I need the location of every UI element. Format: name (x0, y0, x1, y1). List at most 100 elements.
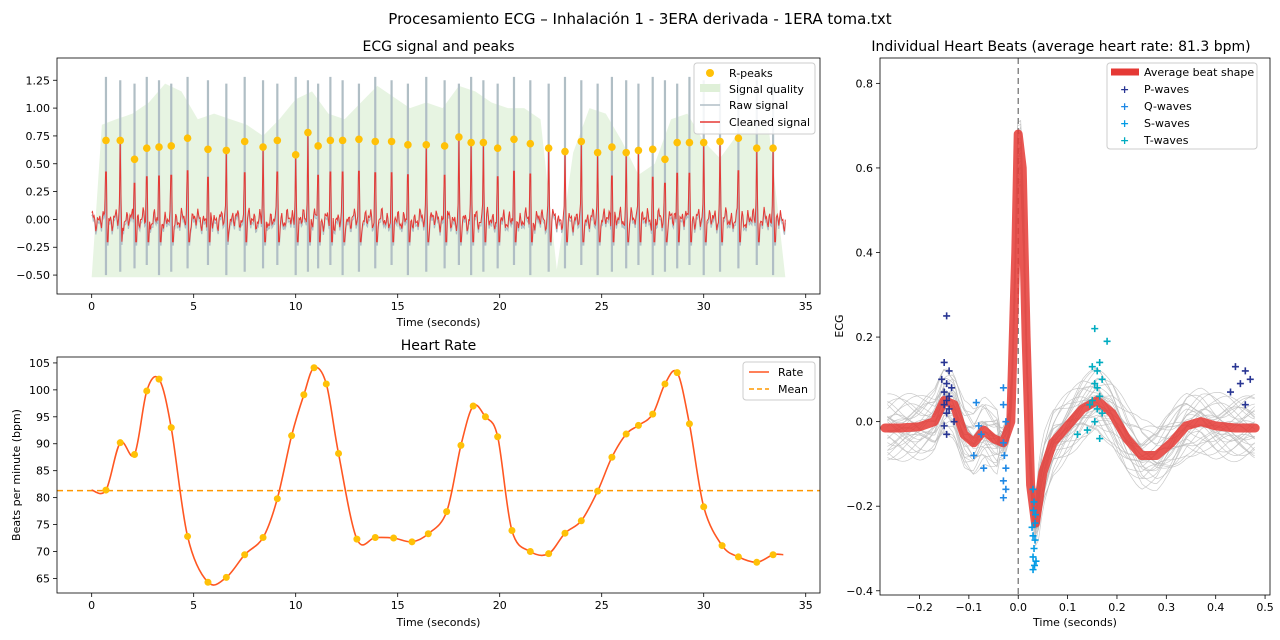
hr-point (649, 410, 657, 418)
legend-mean-label: Mean (778, 383, 808, 396)
r-peak-marker (608, 143, 616, 151)
hr-axis-ticks: 0 5 10 15 20 25 30 35 105 100 95 90 85 80 75 70 65 (29, 357, 813, 612)
r-peak-marker (561, 147, 569, 156)
x-tick-label: 30 (697, 599, 711, 612)
r-peak-marker (371, 137, 380, 146)
hr-point (322, 380, 330, 388)
t-wave-marker (1096, 392, 1104, 400)
t-wave-marker (1096, 358, 1104, 366)
individual-beat-line (887, 150, 1255, 518)
hr-point (494, 433, 502, 441)
hr-point (700, 503, 708, 511)
legend-cleaned-label: Cleaned signal (729, 116, 810, 129)
legend-pwave-label: P-waves (1144, 83, 1189, 96)
legend-qwave-label: Q-waves (1144, 100, 1192, 113)
s-wave-marker (1031, 561, 1039, 569)
y-tick-label: 0.6 (856, 162, 874, 175)
individual-beat-line (887, 130, 1255, 530)
x-tick-label: 35 (799, 599, 813, 612)
p-wave-marker (945, 392, 953, 400)
legend-rate-label: Rate (778, 366, 803, 379)
r-peak-marker (648, 145, 657, 154)
individual-beat-line (887, 155, 1255, 537)
x-tick-label: 0 (88, 599, 95, 612)
individual-beat-line (887, 151, 1255, 523)
p-wave-marker (943, 312, 951, 320)
hr-point (131, 451, 139, 459)
x-tick-label: 15 (391, 300, 405, 313)
r-peak-marker (130, 155, 139, 164)
q-wave-marker (1002, 418, 1010, 426)
ecg-axis-ticks: 0 5 10 15 20 25 30 35 1.25 1.00 0.75 0.50 0.25 0.00 −0… (16, 74, 812, 313)
y-tick-label: −0.25 (16, 241, 50, 254)
hr-point (673, 369, 681, 377)
individual-beat-line (887, 138, 1255, 545)
legend-raw-label: Raw signal (729, 99, 788, 112)
r-peak-marker (577, 137, 586, 146)
beats-xlabel: Time (seconds) (1032, 616, 1117, 629)
r-peak-marker (479, 138, 488, 147)
r-peak-marker (685, 138, 694, 147)
ecg-xlabel: Time (seconds) (396, 316, 481, 329)
r-peak-marker (634, 146, 643, 155)
r-peak-marker (338, 136, 347, 145)
hr-legend: Rate Mean (742, 361, 816, 401)
hr-axes-frame (56, 356, 821, 594)
individual-beat-line (887, 123, 1255, 527)
y-tick-label: 100 (29, 384, 50, 397)
hr-point (634, 421, 642, 429)
p-wave-marker (940, 401, 948, 409)
p-wave-marker (1231, 363, 1239, 371)
individual-beat-line (887, 152, 1255, 505)
individual-beat-line (887, 181, 1255, 521)
beats-ylabel: ECG (833, 314, 846, 337)
x-tick-label: 35 (799, 300, 813, 313)
r-peak-marker (259, 143, 267, 151)
y-tick-label: 95 (36, 411, 50, 424)
p-wave-marker (1241, 401, 1249, 409)
heart-rate-panel: Heart Rate 0 5 10 15 20 25 30 35 105 100 95 90 85 80 7… (10, 338, 821, 629)
t-wave-marker (1073, 430, 1081, 438)
r-peak-marker (467, 138, 475, 147)
individual-beat-line (887, 163, 1255, 505)
hr-point (769, 551, 777, 559)
s-wave-marker (1029, 532, 1037, 540)
s-wave-marker (1029, 485, 1037, 493)
r-peak-marker (769, 144, 777, 152)
ecg-axes-frame (56, 57, 821, 295)
t-wave-marker (1093, 367, 1101, 375)
y-tick-label: 105 (29, 357, 50, 370)
hr-point (608, 453, 616, 461)
y-tick-label: 0.75 (26, 130, 51, 143)
s-wave-marker (1030, 498, 1038, 506)
x-tick-label: −0.1 (956, 601, 983, 614)
t-wave-marker (1083, 426, 1091, 434)
hr-panel-title: Heart Rate (401, 338, 477, 354)
individual-beat-line (887, 141, 1255, 547)
t-wave-marker (1103, 337, 1111, 345)
individual-beat-line (887, 184, 1255, 533)
legend-swave-label: S-waves (1144, 117, 1190, 130)
average-beat-line (880, 129, 1260, 528)
p-wave-marker (1246, 375, 1254, 383)
s-wave-marker (1031, 519, 1039, 527)
hr-point (718, 542, 726, 550)
r-peak-marker (167, 142, 176, 150)
r-peak-marker (273, 136, 282, 145)
x-tick-label: 25 (595, 599, 609, 612)
y-tick-label: 0.0 (856, 416, 874, 429)
p-wave-marker (940, 358, 948, 366)
q-wave-marker (999, 401, 1007, 409)
ecg-legend-box (693, 62, 816, 135)
hr-point (310, 364, 318, 372)
legend-rpeaks-label: R-peaks (729, 67, 773, 80)
t-wave-marker (1098, 409, 1106, 417)
individual-beat-line (887, 166, 1255, 533)
y-tick-label: 0.2 (856, 331, 874, 344)
heart-beats-panel: Individual Heart Beats (average heart ra… (833, 39, 1274, 629)
t-wave-marker (1091, 325, 1099, 333)
x-tick-label: 5 (190, 599, 197, 612)
r-peak-marker (387, 137, 396, 146)
t-wave-marker (1096, 435, 1104, 443)
